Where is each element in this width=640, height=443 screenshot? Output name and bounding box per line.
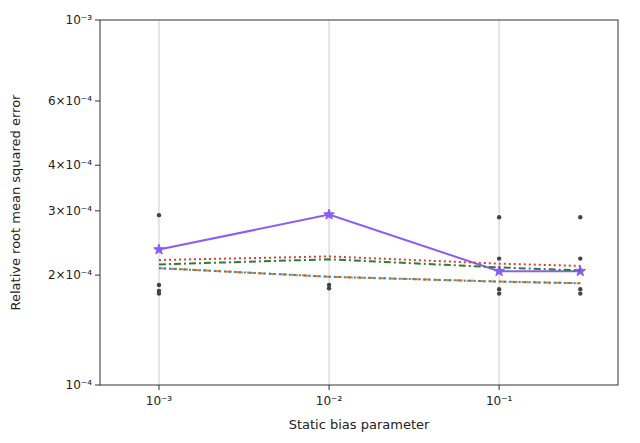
plot-area [154, 20, 586, 385]
y-tick [95, 100, 100, 101]
scatter-point [497, 215, 501, 219]
scatter-point [157, 291, 161, 295]
y-tick-label: 4×10⁻⁴ [48, 158, 92, 172]
star-marker [324, 209, 334, 219]
y-tick [95, 165, 100, 166]
chart: 10⁻³ 10⁻² 10⁻¹ 10⁻⁴ 2×10⁻⁴ 3×10⁻⁴ 4×10⁻⁴ 6×10⁻⁴… [0, 0, 640, 443]
x-tick-label: 10⁻³ [146, 394, 173, 408]
series-line [159, 268, 580, 283]
scatter-point [327, 286, 331, 290]
scatter-point [578, 287, 582, 291]
y-tick-label: 10⁻⁴ [66, 378, 93, 392]
y-tick-label: 2×10⁻⁴ [48, 268, 92, 282]
y-tick-label: 6×10⁻⁴ [48, 94, 92, 108]
plot-background [100, 20, 618, 385]
scatter-point [497, 287, 501, 291]
scatter-point [497, 291, 501, 295]
scatter-point [157, 213, 161, 217]
x-tick-label: 10⁻¹ [486, 394, 513, 408]
scatter-point [497, 256, 501, 260]
reference-line [158, 20, 159, 385]
x-axis-label: Static bias parameter [289, 417, 430, 432]
scatter-point [578, 256, 582, 260]
x-tick [158, 385, 159, 390]
scatter-point [157, 283, 161, 287]
series-line [159, 268, 580, 283]
star-marker [154, 244, 164, 254]
y-tick [95, 20, 100, 21]
reference-line [329, 20, 330, 385]
x-tick-label: 10⁻² [316, 394, 343, 408]
y-tick [95, 275, 100, 276]
scatter-point [578, 291, 582, 295]
reference-line [499, 20, 500, 385]
x-tick [499, 385, 500, 390]
scatter-point [578, 215, 582, 219]
star-marker [575, 266, 585, 276]
series-line [159, 215, 580, 272]
y-tick [95, 385, 100, 386]
y-axis-label: Relative root mean squared error [8, 94, 23, 311]
plot-frame [100, 20, 618, 385]
y-tick [95, 210, 100, 211]
y-tick-label: 10⁻³ [66, 13, 93, 27]
x-tick [329, 385, 330, 390]
y-tick-label: 3×10⁻⁴ [48, 204, 92, 218]
series-line [159, 259, 580, 270]
